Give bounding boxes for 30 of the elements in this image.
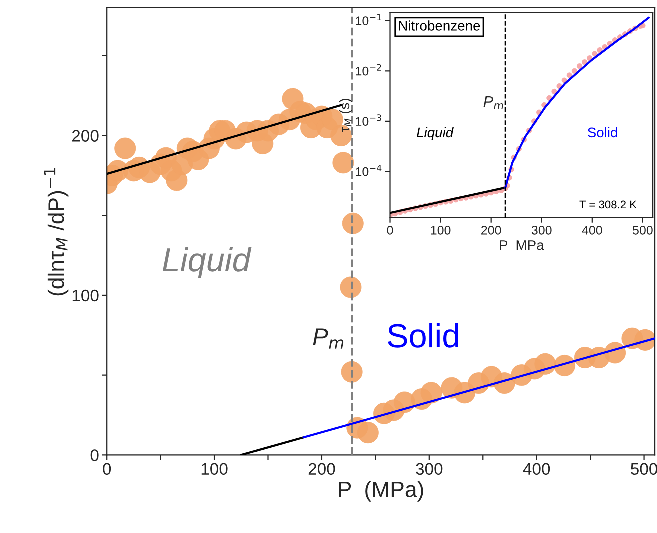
annotation: Solid: [588, 127, 618, 138]
x-axis-title: P (MPa): [339, 481, 424, 502]
x-tick-label: 100: [431, 226, 451, 235]
x-tick-label: 300: [416, 463, 443, 476]
x-tick-label: 400: [582, 226, 602, 235]
x-tick-label: 500: [633, 226, 653, 235]
x-tick-label: 400: [523, 463, 550, 476]
annotation: T = 308.2 K: [580, 200, 637, 209]
x-tick-label: 200: [308, 463, 336, 476]
x-tick-label: 0: [387, 226, 394, 235]
ref-line-label: P$_{m}$: [484, 96, 504, 110]
x-tick-label: 300: [532, 226, 552, 235]
y-tick-label: 10$^{−4}$: [356, 164, 382, 176]
y-tick-label: 100: [72, 290, 99, 302]
y-tick-label: 10$^{−3}$: [356, 114, 382, 126]
annotation: Liquid: [162, 247, 252, 278]
annotation: Solid: [388, 323, 459, 348]
x-tick-label: 0: [103, 463, 112, 476]
annotation: Nitrobenzene: [399, 20, 480, 31]
ref-line-label: P$_{m}$: [313, 328, 344, 349]
y-tick-label: 200: [72, 130, 99, 142]
y-tick-label: 10$^{−2}$: [356, 64, 382, 76]
x-axis-title: P MPa: [500, 240, 544, 250]
y-axis-title: τ$_{M}$ (s): [339, 99, 352, 132]
y-tick-label: 10$^{−1}$: [356, 14, 382, 26]
annotation: Liquid: [416, 127, 454, 140]
y-axis-title: (dlnτ$_{M}$ /dP)$^{−1}$: [44, 168, 69, 296]
y-tick-label: 0: [90, 450, 99, 462]
x-tick-label: 200: [482, 226, 502, 235]
x-tick-label: 100: [202, 463, 228, 476]
